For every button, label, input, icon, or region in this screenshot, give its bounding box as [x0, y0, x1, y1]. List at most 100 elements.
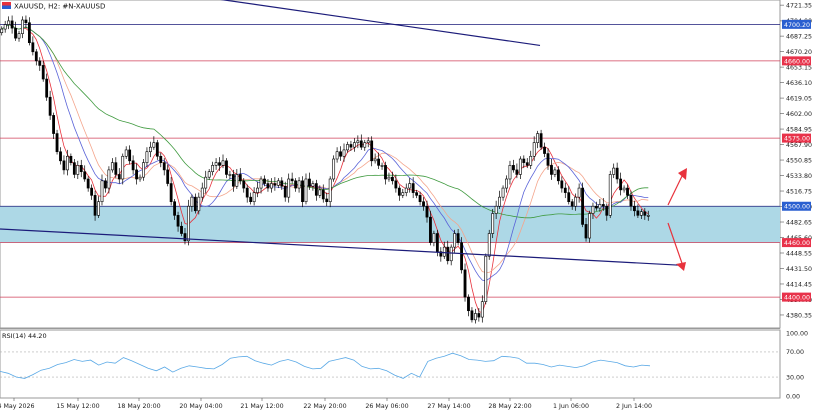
candle-80 [276, 178, 280, 189]
candle-37 [128, 145, 132, 165]
time-tick-label: 1 Jun 06:00 [553, 403, 589, 410]
candle-49 [169, 177, 173, 206]
candle-151 [522, 155, 526, 169]
candle-body [117, 174, 121, 180]
candle-body [93, 195, 97, 216]
candle-body [104, 180, 107, 189]
candle-110 [380, 162, 384, 170]
level-tag-0[interactable]: 4700.20 [782, 19, 811, 29]
candle-body [270, 183, 273, 189]
rsi-plot-frame [0, 329, 781, 399]
level-tag-text: 4575.00 [784, 136, 810, 143]
candle-58 [200, 182, 204, 202]
price-axis[interactable]: 4721.354704.004687.254670.204653.154636.… [780, 2, 812, 319]
candle-133 [460, 237, 463, 274]
candle-body [294, 180, 298, 189]
candle-body [342, 149, 346, 157]
rsi-tick-label: 0.00 [786, 393, 800, 400]
candle-171 [591, 202, 595, 219]
candle-69 [238, 168, 242, 185]
candle-body [176, 215, 180, 227]
candle-185 [639, 208, 643, 219]
candle-96 [332, 155, 336, 182]
candle-135 [467, 294, 470, 317]
lower-trendline[interactable] [0, 228, 683, 266]
candle-136 [470, 307, 474, 323]
candle-38 [131, 155, 135, 175]
candle-90 [311, 180, 315, 191]
level-tag-4[interactable]: 4460.00 [782, 238, 811, 248]
level-tag-3[interactable]: 4500.00 [782, 201, 811, 211]
upper-trendline[interactable] [218, 0, 541, 47]
candle-146 [505, 175, 508, 193]
candle-body [546, 153, 550, 166]
candle-144 [498, 190, 502, 209]
candle-79 [273, 177, 277, 191]
candle-body [470, 310, 474, 321]
up-arrow-line [667, 171, 685, 206]
candle-body [550, 165, 553, 175]
level-tag-1[interactable]: 4660.00 [782, 56, 811, 66]
candle-body [266, 183, 270, 189]
candle-106 [366, 137, 370, 148]
candle-body [308, 178, 311, 187]
candle-body [366, 140, 370, 143]
ma-green-line[interactable] [1, 24, 649, 219]
candle-body [34, 51, 38, 62]
candle-body [3, 24, 7, 30]
candle-51 [176, 211, 180, 232]
candle-body [498, 196, 502, 207]
candle-body [21, 19, 24, 34]
candle-1 [3, 20, 7, 33]
candle-body [301, 180, 304, 203]
level-tag-5[interactable]: 4400.00 [782, 292, 811, 302]
candle-body [633, 205, 636, 212]
candle-152 [525, 158, 529, 169]
candle-body [352, 142, 356, 148]
price-tick-label: 4482.65 [786, 219, 812, 226]
candle-body [256, 187, 259, 193]
candle-body [584, 224, 588, 239]
candle-127 [439, 247, 443, 262]
candle-52 [180, 221, 183, 237]
candle-body [332, 158, 336, 180]
price-tick-label: 4380.35 [786, 312, 812, 319]
candle-body [619, 178, 623, 191]
candle-73 [252, 187, 256, 206]
candle-body [121, 155, 125, 180]
candle-67 [231, 169, 235, 192]
candle-body [138, 176, 142, 180]
time-axis[interactable]: 14 May 2026 15 May 12:00 18 May 20:00 20 Ma… [0, 398, 652, 410]
candle-body [570, 201, 574, 207]
candle-body [83, 171, 87, 180]
rsi-line[interactable] [0, 352, 651, 379]
time-tick-label: 20 May 04:00 [179, 403, 222, 410]
price-tick-label: 4431.50 [786, 266, 812, 273]
candle-68 [235, 168, 239, 189]
candle-body [193, 196, 197, 212]
candle-153 [529, 150, 533, 169]
candle-163 [563, 182, 567, 199]
candle-body [228, 174, 232, 176]
candle-body [394, 180, 398, 189]
candle-body [128, 149, 132, 162]
candle-160 [553, 167, 557, 178]
candle-8 [27, 17, 31, 46]
ma-fast-line[interactable] [1, 24, 649, 314]
candle-162 [560, 176, 564, 193]
candle-body [72, 162, 76, 175]
level-tag-2[interactable]: 4575.00 [782, 133, 811, 143]
candle-body [124, 149, 128, 157]
candle-117 [404, 183, 408, 197]
candle-body [505, 178, 508, 189]
candle-body [225, 160, 228, 175]
support-zone[interactable] [0, 206, 780, 243]
candle-body [245, 187, 249, 198]
level-tag-text: 4500.00 [784, 204, 810, 211]
candle-body [24, 19, 28, 24]
projection-arrows[interactable] [667, 168, 687, 271]
candle-body [349, 144, 353, 148]
candle-body [391, 176, 394, 182]
